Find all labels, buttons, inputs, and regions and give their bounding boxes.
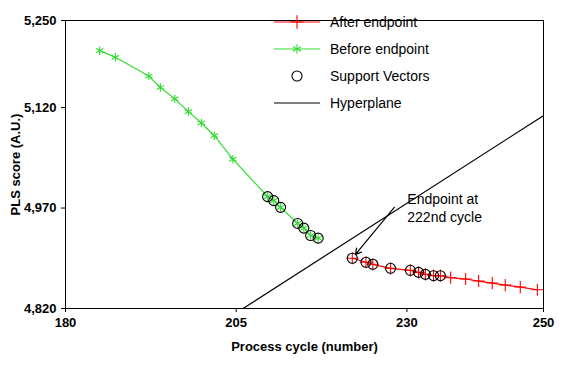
svg-text:230: 230 xyxy=(396,315,418,330)
svg-text:205: 205 xyxy=(225,315,247,330)
html-text:After endpoint: After endpoint xyxy=(330,13,418,30)
svg-text:4,970: 4,970 xyxy=(24,200,57,215)
svg-text:5,120: 5,120 xyxy=(24,100,57,115)
svg-text:Endpoint at222nd cycle: Endpoint at222nd cycle xyxy=(407,191,482,225)
svg-text:4,820: 4,820 xyxy=(24,301,57,316)
svg-text:250: 250 xyxy=(533,315,555,330)
svg-text:Process cycle (number): Process cycle (number) xyxy=(231,339,378,354)
html-text:Before endpoint: Before endpoint xyxy=(330,40,429,57)
html-text:Hyperplane: Hyperplane xyxy=(330,94,402,111)
html-text:Support Vectors: Support Vectors xyxy=(330,67,430,84)
svg-text:180: 180 xyxy=(55,315,77,330)
svg-text:5,250: 5,250 xyxy=(24,13,57,28)
svg-text:PLS score (A.U.): PLS score (A.U.) xyxy=(8,114,23,216)
